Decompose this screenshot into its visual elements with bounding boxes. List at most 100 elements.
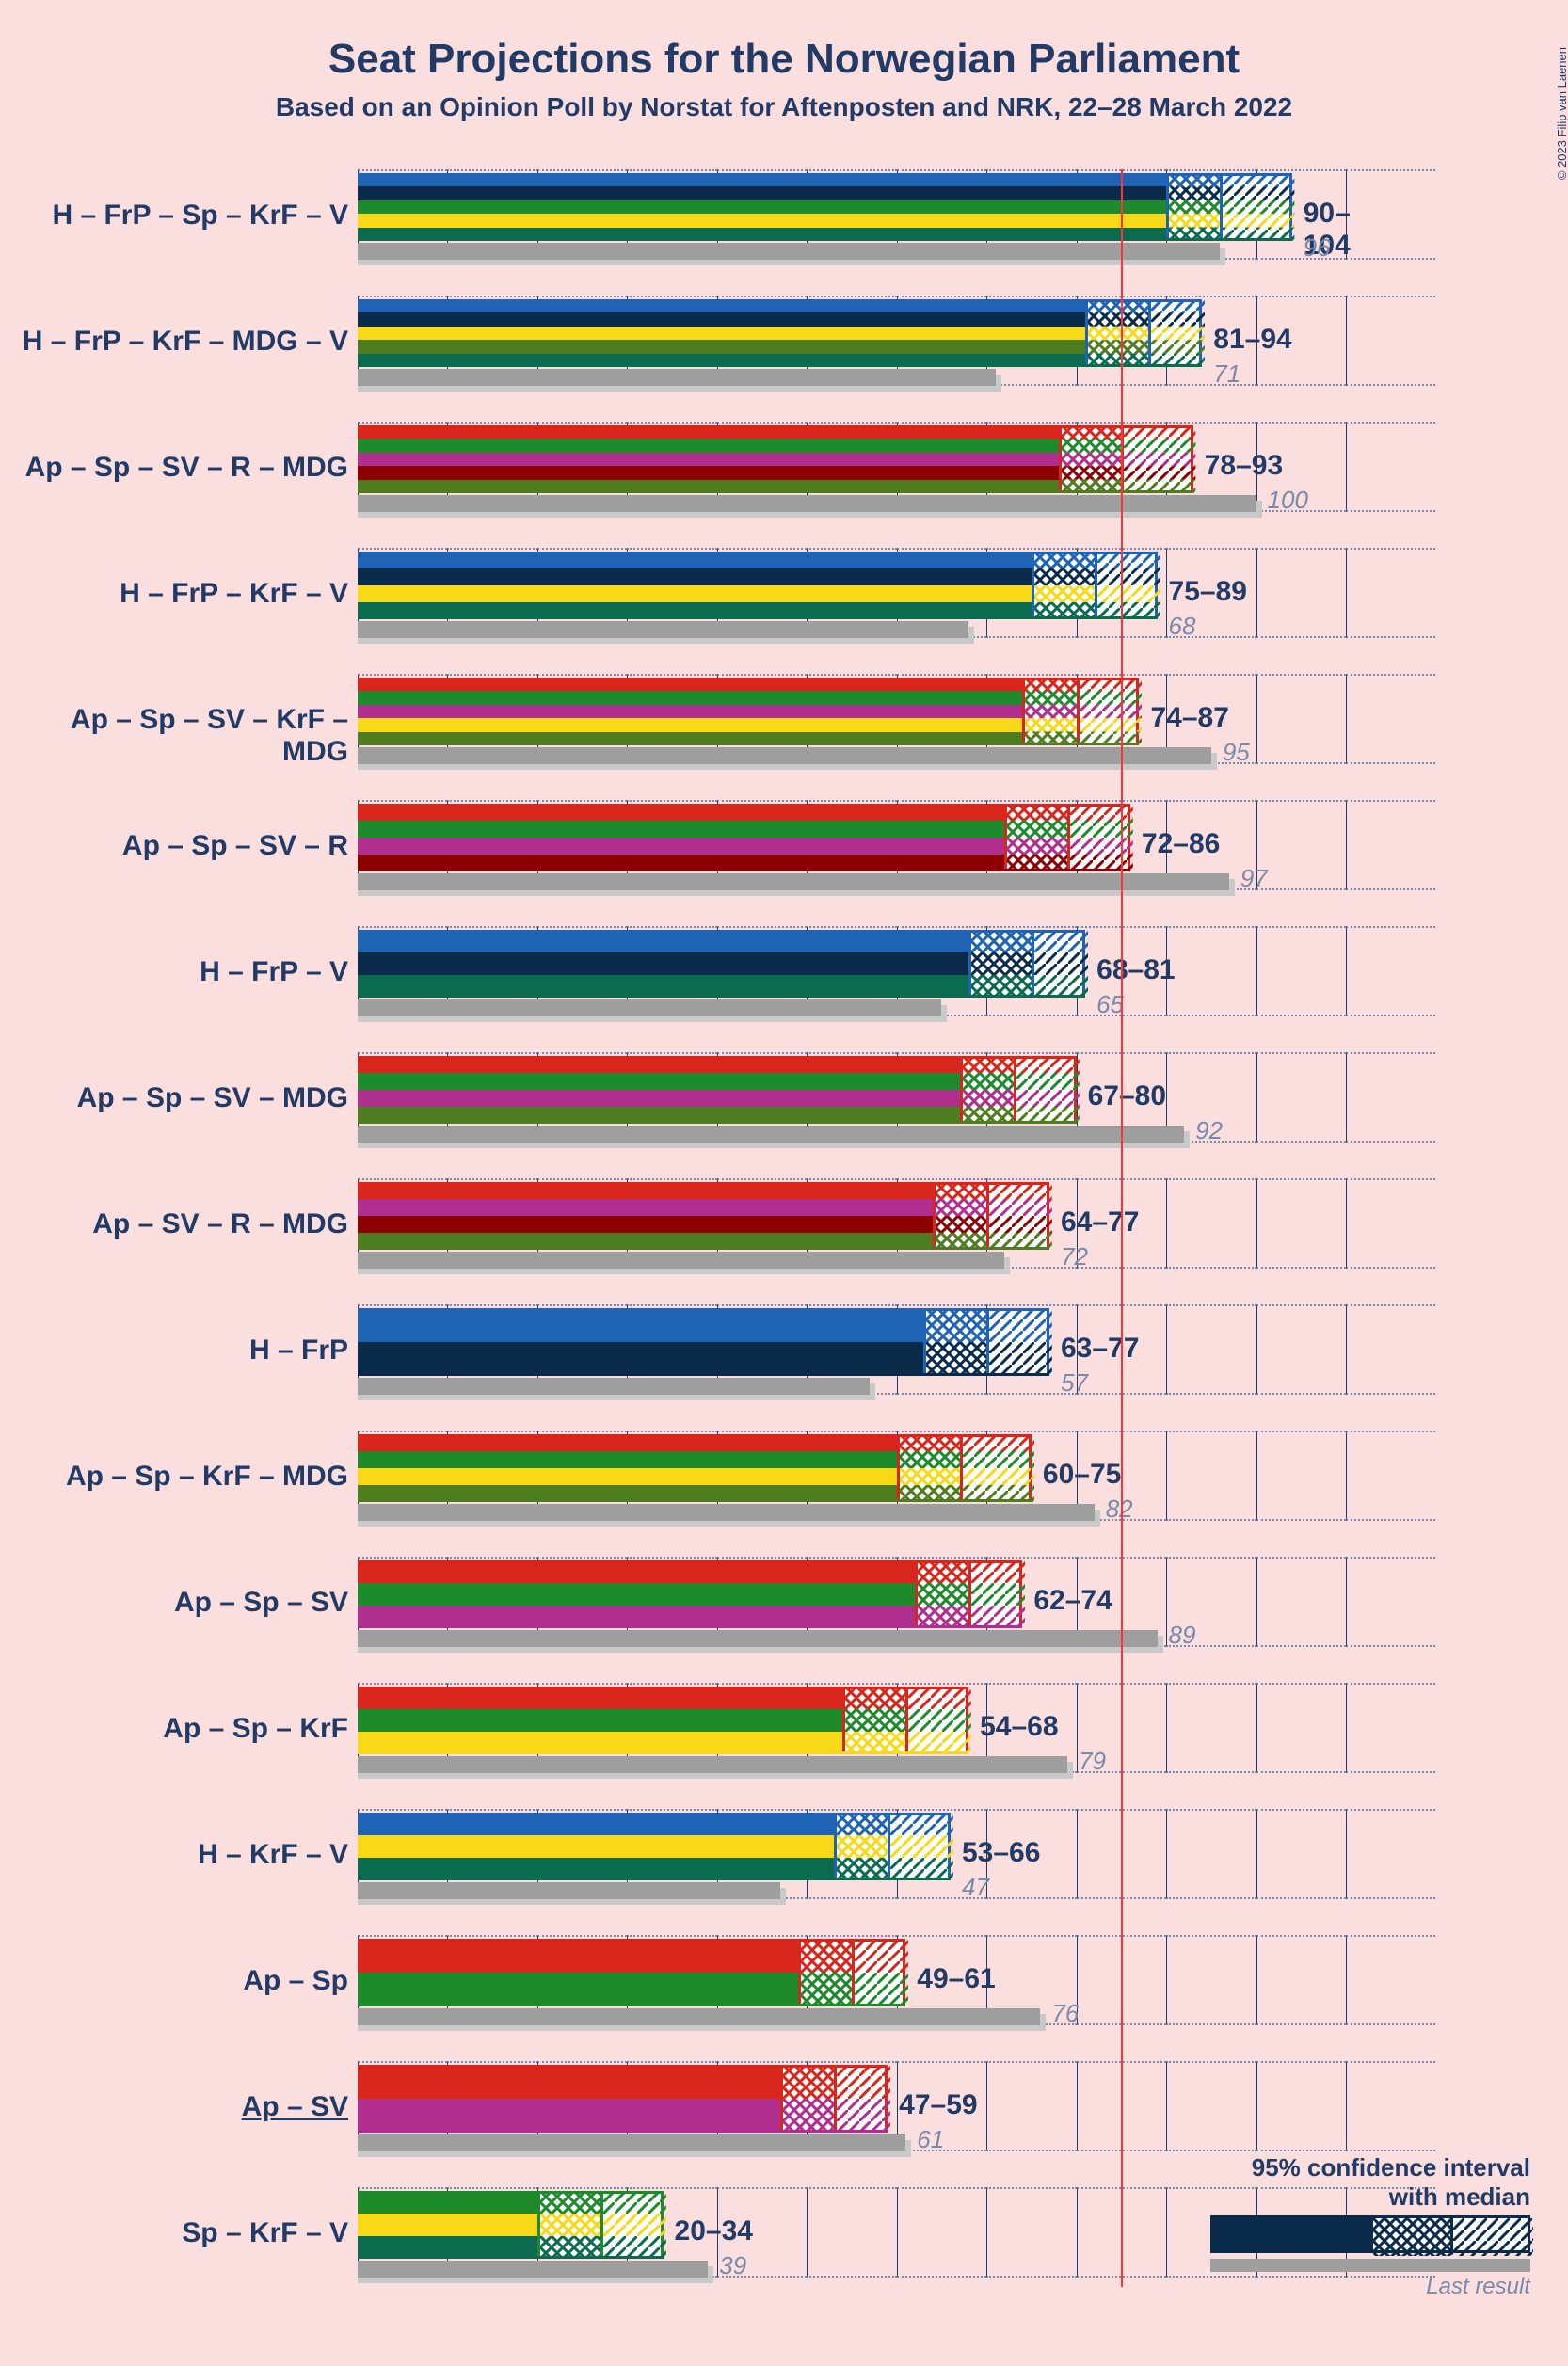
projection-bar	[358, 1813, 834, 1880]
range-label: 54–68	[980, 1711, 1058, 1743]
range-label: 49–61	[917, 1963, 995, 1995]
last-result-bar	[358, 1126, 1184, 1143]
coalition-label: Ap – SV	[9, 2091, 348, 2123]
coalition-row: Ap – Sp49–6176	[358, 1935, 1346, 2025]
last-result-label: 72	[1061, 1242, 1088, 1271]
last-result-bar	[358, 1504, 1095, 1521]
projection-bar	[358, 2191, 537, 2259]
projection-bar	[358, 1687, 842, 1754]
coalition-row: Ap – Sp – KrF – MDG60–7582	[358, 1431, 1346, 1521]
last-result-bar	[358, 369, 996, 386]
range-label: 68–81	[1096, 954, 1175, 986]
coalition-row: H – FrP – V68–8165	[358, 926, 1346, 1016]
legend-last-label: Last result	[1192, 2274, 1530, 2300]
range-label: 74–87	[1150, 702, 1228, 734]
coalition-label: H – FrP – KrF – MDG – V	[9, 326, 348, 358]
range-label: 78–93	[1205, 450, 1283, 482]
last-result-bar	[358, 873, 1229, 890]
range-label: 81–94	[1213, 324, 1291, 356]
range-label: 75–89	[1169, 576, 1247, 608]
coalition-label: Ap – Sp – KrF	[9, 1713, 348, 1745]
projection-bar	[358, 173, 1166, 241]
projection-bar	[358, 930, 968, 998]
last-result-label: 95	[1223, 738, 1250, 767]
legend-last-bar	[1210, 2259, 1530, 2272]
coalition-row: Ap – Sp – SV – KrF – MDG74–8795	[358, 674, 1346, 764]
projection-bar	[358, 1182, 933, 1250]
last-result-label: 39	[719, 2251, 746, 2280]
coalition-label: Ap – Sp – SV – MDG	[9, 1082, 348, 1114]
last-result-label: 68	[1169, 612, 1196, 641]
coalition-row: H – KrF – V53–6647	[358, 1809, 1346, 1899]
last-result-bar	[358, 2008, 1040, 2025]
coalition-label: Ap – SV – R – MDG	[9, 1208, 348, 1240]
projection-bar	[358, 1308, 923, 1376]
coalition-label: Ap – Sp – SV	[9, 1587, 348, 1619]
projection-bar	[358, 1560, 915, 1628]
last-result-bar	[358, 2134, 905, 2151]
bar-chart: H – FrP – Sp – KrF – V90–10496H – FrP – …	[358, 169, 1346, 2325]
range-label: 63–77	[1061, 1333, 1139, 1365]
last-result-bar	[358, 1882, 780, 1899]
last-result-bar	[358, 747, 1211, 764]
last-result-label: 97	[1240, 864, 1268, 893]
last-result-bar	[358, 1756, 1067, 1773]
last-result-label: 82	[1106, 1495, 1133, 1524]
range-label: 47–59	[899, 2089, 977, 2121]
last-result-label: 65	[1096, 990, 1124, 1019]
chart-title: Seat Projections for the Norwegian Parli…	[0, 36, 1568, 83]
coalition-label: Sp – KrF – V	[9, 2217, 348, 2249]
range-label: 20–34	[675, 2215, 753, 2247]
projection-bar	[358, 1434, 897, 1502]
projection-bar	[358, 552, 1032, 619]
coalition-label: Ap – Sp – SV – R	[9, 830, 348, 862]
coalition-label: Ap – Sp – SV – R – MDG	[9, 452, 348, 484]
last-result-label: 89	[1169, 1621, 1196, 1650]
coalition-label: Ap – Sp – KrF – MDG	[9, 1461, 348, 1493]
projection-bar	[358, 425, 1059, 493]
copyright-text: © 2023 Filip van Laenen	[1555, 47, 1568, 180]
range-label: 60–75	[1043, 1459, 1121, 1491]
majority-threshold-line	[1121, 169, 1123, 2287]
last-result-bar	[358, 243, 1220, 260]
last-result-label: 57	[1061, 1368, 1088, 1398]
range-label: 64–77	[1061, 1207, 1139, 1239]
legend-median-label: with median	[1192, 2182, 1530, 2212]
legend-bar	[1210, 2215, 1530, 2253]
legend-ci-label: 95% confidence interval	[1192, 2153, 1530, 2182]
last-result-bar	[358, 1252, 1004, 1269]
projection-bar	[358, 678, 1022, 745]
coalition-row: H – FrP – Sp – KrF – V90–10496	[358, 169, 1346, 260]
last-result-bar	[358, 999, 941, 1016]
coalition-label: Ap – Sp	[9, 1965, 348, 1997]
projection-bar	[358, 1939, 798, 2006]
coalition-label: Ap – Sp – SV – KrF – MDG	[9, 704, 348, 768]
coalition-row: Ap – Sp – SV – R72–8697	[358, 800, 1346, 890]
coalition-row: Ap – Sp – KrF54–6879	[358, 1683, 1346, 1773]
coalition-row: Ap – Sp – SV62–7489	[358, 1557, 1346, 1647]
coalition-label: H – FrP – KrF – V	[9, 578, 348, 610]
coalition-row: H – FrP – KrF – MDG – V81–9471	[358, 296, 1346, 386]
projection-bar	[358, 2065, 780, 2133]
last-result-bar	[358, 1378, 870, 1395]
coalition-row: Ap – SV – R – MDG64–7772	[358, 1178, 1346, 1269]
last-result-label: 100	[1268, 486, 1308, 515]
last-result-label: 76	[1051, 1999, 1079, 2028]
range-label: 53–66	[962, 1837, 1040, 1869]
last-result-bar	[358, 621, 968, 638]
range-label: 72–86	[1142, 828, 1220, 860]
chart-subtitle: Based on an Opinion Poll by Norstat for …	[0, 92, 1568, 122]
projection-bar	[358, 1056, 960, 1124]
coalition-label: H – FrP	[9, 1335, 348, 1367]
last-result-bar	[358, 2261, 708, 2278]
last-result-label: 79	[1079, 1747, 1106, 1776]
last-result-label: 71	[1213, 360, 1240, 389]
range-label: 67–80	[1088, 1080, 1166, 1112]
last-result-label: 61	[917, 2125, 944, 2154]
coalition-label: H – KrF – V	[9, 1839, 348, 1871]
last-result-label: 96	[1304, 233, 1331, 263]
coalition-row: Ap – Sp – SV – MDG67–8092	[358, 1052, 1346, 1143]
coalition-row: Ap – Sp – SV – R – MDG78–93100	[358, 422, 1346, 512]
coalition-row: H – FrP – KrF – V75–8968	[358, 548, 1346, 638]
projection-bar	[358, 299, 1085, 367]
